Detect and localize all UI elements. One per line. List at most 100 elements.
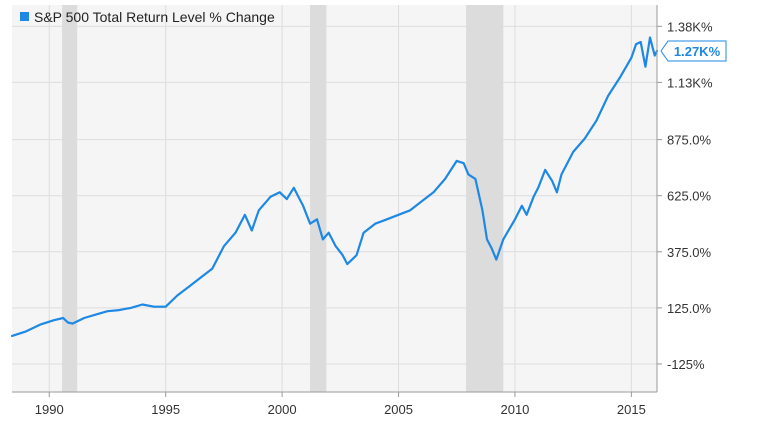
data-point (467, 173, 470, 176)
plot-background (12, 5, 657, 392)
data-point (129, 307, 132, 309)
y-tick-label: 375.0% (667, 245, 712, 260)
data-point (584, 137, 586, 140)
data-point (327, 231, 330, 234)
gridlines (12, 5, 657, 392)
y-tick-label: 1.13K% (667, 75, 713, 90)
data-point (490, 247, 493, 250)
data-point (635, 43, 637, 46)
tick-labels: 1990 1995 2000 2005 2010 2015 1.38K% 1.13K% 875.… (35, 19, 727, 417)
data-point (188, 285, 190, 288)
data-point (83, 317, 85, 319)
data-point (258, 209, 260, 212)
data-point (397, 213, 400, 216)
x-tick-label: 1995 (151, 402, 180, 417)
data-point (71, 322, 74, 325)
data-point (607, 95, 609, 97)
data-point (285, 198, 288, 200)
data-point (618, 77, 621, 79)
data-point (649, 36, 651, 39)
data-point (409, 209, 411, 212)
data-point (25, 330, 27, 333)
data-point (251, 229, 253, 232)
data-point (234, 231, 237, 234)
data-point (62, 317, 65, 319)
data-point (53, 319, 55, 322)
data-point (544, 169, 547, 171)
last-value-callout: 1.27K% (660, 40, 727, 62)
data-point (153, 305, 155, 308)
legend-label[interactable]: S&P 500 Total Return Level % Change (34, 9, 275, 25)
data-point (514, 218, 516, 221)
data-point (269, 196, 272, 198)
data-point (211, 267, 214, 270)
data-point (67, 321, 69, 324)
data-point (521, 204, 523, 207)
x-tick-label: 2000 (268, 402, 297, 417)
data-point (532, 196, 535, 198)
data-point (486, 238, 488, 241)
data-point (351, 258, 353, 261)
data-point (537, 187, 540, 189)
recession-band (466, 5, 504, 392)
recession-bands (62, 5, 504, 392)
data-point (572, 151, 574, 153)
data-point (525, 213, 528, 216)
data-point (444, 178, 446, 180)
data-point (474, 178, 477, 180)
recession-band (310, 5, 327, 392)
legend[interactable]: S&P 500 Total Return Level % Change (20, 9, 275, 25)
data-point (560, 173, 563, 176)
data-point (653, 54, 656, 57)
data-point (455, 160, 458, 162)
data-point (11, 335, 13, 337)
data-point (106, 310, 109, 313)
y-tick-label: 125.0% (667, 301, 712, 316)
data-point (244, 213, 246, 216)
data-point (334, 245, 337, 247)
data-point (502, 238, 505, 241)
data-point (639, 41, 642, 43)
data-point (355, 254, 358, 256)
data-point (302, 204, 304, 207)
data-point (95, 313, 97, 316)
y-tick-label: -125% (667, 357, 705, 372)
data-point (118, 309, 120, 311)
data-point (362, 231, 365, 234)
y-tick-label: 625.0% (667, 189, 712, 204)
data-point (223, 245, 225, 247)
data-point (341, 254, 344, 256)
data-point (432, 191, 435, 194)
x-tick-label: 2010 (500, 402, 529, 417)
last-value-label: 1.27K% (674, 44, 721, 59)
data-point (39, 323, 41, 326)
data-point (481, 209, 484, 212)
x-tick-label: 2015 (617, 402, 646, 417)
data-point (595, 119, 598, 122)
y-tick-label: 875.0% (667, 133, 712, 148)
data-point (297, 196, 300, 198)
data-point (164, 305, 167, 308)
recession-band (62, 5, 78, 392)
data-point (495, 258, 498, 261)
data-point (199, 276, 202, 279)
data-point (556, 191, 558, 194)
y-tick-label: 1.38K% (667, 19, 713, 34)
data-point (644, 65, 647, 68)
data-point (322, 238, 324, 241)
data-point (309, 222, 311, 225)
legend-swatch[interactable] (20, 12, 29, 21)
data-point (462, 162, 465, 164)
data-point (374, 222, 377, 225)
data-point (141, 303, 144, 306)
data-point (346, 263, 349, 265)
data-point (292, 187, 295, 189)
x-tick-label: 2005 (384, 402, 413, 417)
data-point (176, 294, 179, 297)
data-point (630, 56, 633, 59)
last-value-box (660, 40, 727, 62)
data-point (316, 218, 318, 221)
data-point (386, 218, 388, 221)
